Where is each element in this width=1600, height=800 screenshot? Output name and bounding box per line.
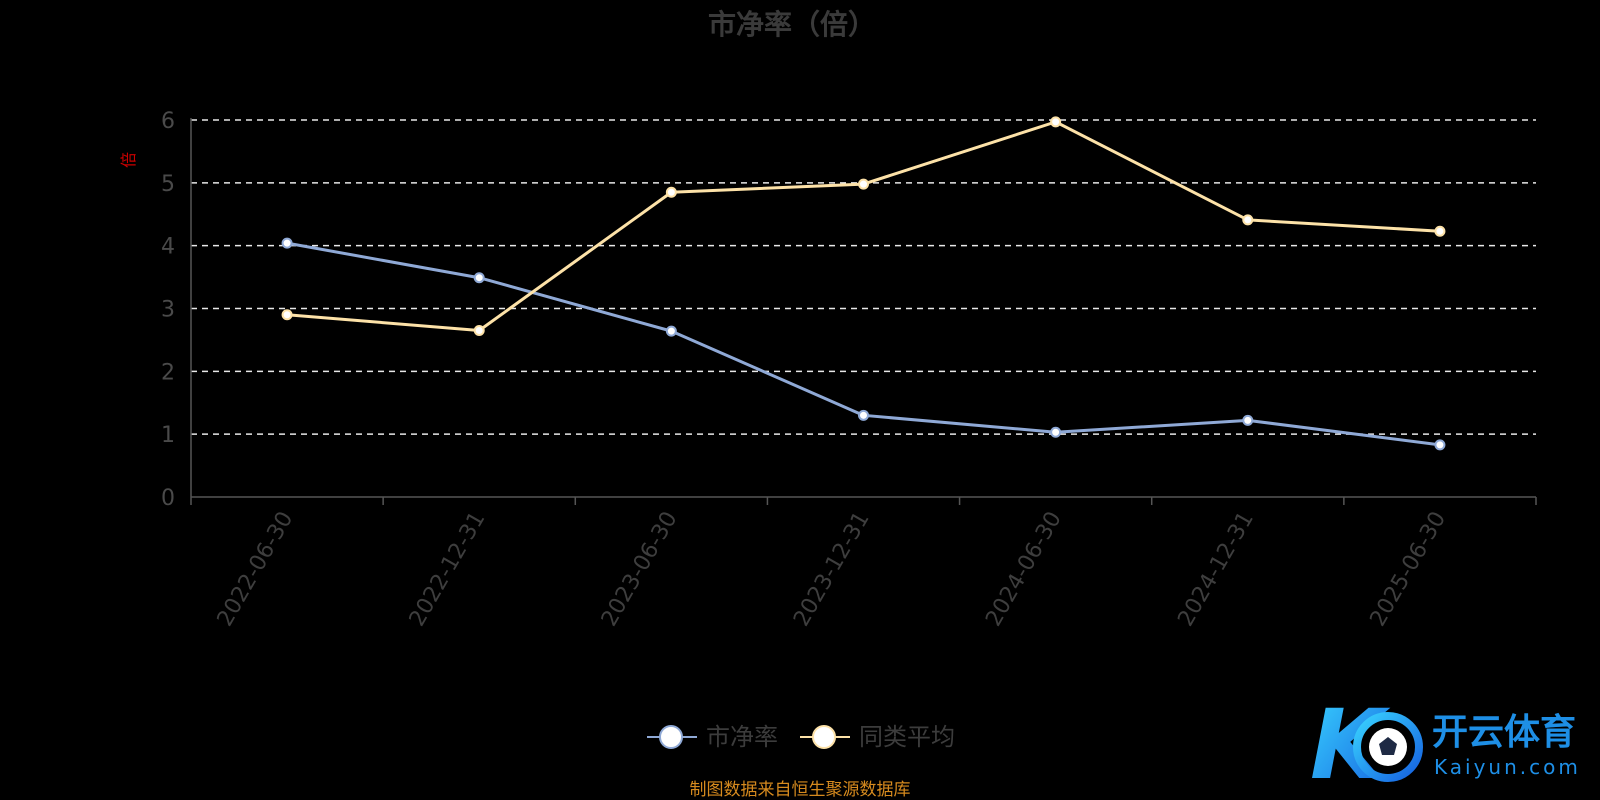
series-line: [286, 120, 1441, 332]
y-tick-labels: 0 1 2 3 4 5 6: [161, 109, 175, 511]
data-point: [665, 186, 677, 198]
data-point: [1050, 116, 1062, 128]
gridlines: [191, 119, 1536, 435]
y-tick-label: 6: [161, 109, 175, 134]
y-tick-label: 3: [161, 298, 175, 323]
y-axis-unit-label: 倍: [119, 152, 138, 168]
x-tick-label: 2025-06-30: [1366, 508, 1452, 631]
legend-marker-peer-average: [812, 725, 836, 749]
watermark-logo: K 开云体育 Kaiyun.com: [1310, 689, 1581, 800]
data-point: [1242, 214, 1254, 226]
series-lines: [281, 116, 1446, 451]
data-point: [665, 325, 677, 337]
x-tick-label: 2024-12-31: [1173, 508, 1259, 631]
kaiyun-logo-icon: K: [1310, 689, 1423, 800]
data-point: [473, 324, 485, 336]
data-point: [281, 309, 293, 321]
legend[interactable]: 市净率 同类平均: [647, 723, 955, 751]
legend-label-pb: 市净率: [706, 723, 778, 751]
y-tick-label: 1: [161, 423, 175, 448]
legend-item-pb[interactable]: 市净率: [647, 723, 778, 751]
y-tick-label: 2: [161, 360, 175, 385]
data-point: [281, 237, 293, 249]
watermark-brand-cn: 开云体育: [1432, 712, 1576, 753]
x-tick-label: 2023-12-31: [789, 508, 875, 631]
y-tick-label: 4: [161, 235, 175, 260]
data-point: [1242, 414, 1254, 426]
watermark-brand-en: Kaiyun.com: [1434, 755, 1581, 779]
data-point: [1434, 439, 1446, 451]
y-tick-label: 5: [161, 172, 175, 197]
data-point: [1434, 225, 1446, 237]
data-point: [473, 272, 485, 284]
y-tick-label: 0: [161, 486, 175, 511]
data-source-note: 制图数据来自恒生聚源数据库: [690, 780, 911, 800]
data-point: [1050, 426, 1062, 438]
axes: [190, 118, 1537, 505]
x-tick-label: 2022-12-31: [405, 508, 491, 631]
legend-marker-pb: [659, 725, 683, 749]
x-tick-label: 2024-06-30: [981, 508, 1067, 631]
data-point: [858, 409, 869, 421]
x-tick-label: 2022-06-30: [213, 508, 299, 631]
legend-label-peer-average: 同类平均: [859, 723, 955, 751]
x-tick-labels: 2022-06-30 2022-12-31 2023-06-30 2023-12-31…: [213, 508, 1451, 631]
legend-item-peer-average[interactable]: 同类平均: [800, 723, 955, 751]
chart-title: 市净率（倍）: [708, 8, 876, 41]
data-point: [858, 178, 869, 190]
x-tick-label: 2023-06-30: [597, 508, 683, 631]
